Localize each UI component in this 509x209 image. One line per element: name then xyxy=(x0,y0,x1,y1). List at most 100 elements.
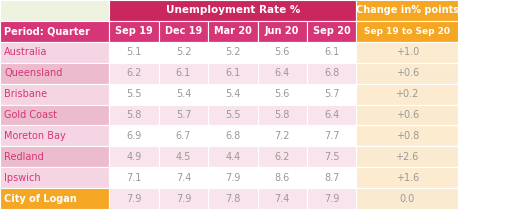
Text: +0.6: +0.6 xyxy=(395,110,419,120)
Text: Ipswich: Ipswich xyxy=(4,173,41,183)
FancyBboxPatch shape xyxy=(307,63,356,84)
Text: 6.1: 6.1 xyxy=(176,68,191,78)
Text: +0.2: +0.2 xyxy=(395,89,419,99)
Text: 6.8: 6.8 xyxy=(324,68,339,78)
FancyBboxPatch shape xyxy=(307,21,356,42)
Text: 5.5: 5.5 xyxy=(126,89,142,99)
FancyBboxPatch shape xyxy=(0,167,109,188)
Text: 6.4: 6.4 xyxy=(324,110,339,120)
Text: 5.1: 5.1 xyxy=(126,47,142,57)
Text: Queensland: Queensland xyxy=(4,68,63,78)
Text: 5.7: 5.7 xyxy=(176,110,191,120)
Text: 6.4: 6.4 xyxy=(275,68,290,78)
Text: +1.0: +1.0 xyxy=(395,47,419,57)
FancyBboxPatch shape xyxy=(258,21,307,42)
FancyBboxPatch shape xyxy=(208,63,258,84)
FancyBboxPatch shape xyxy=(109,0,356,21)
FancyBboxPatch shape xyxy=(159,21,208,42)
Text: 7.4: 7.4 xyxy=(274,194,290,204)
FancyBboxPatch shape xyxy=(109,63,159,84)
Text: Brisbane: Brisbane xyxy=(4,89,47,99)
FancyBboxPatch shape xyxy=(307,42,356,63)
FancyBboxPatch shape xyxy=(0,84,109,104)
Text: Sep 20: Sep 20 xyxy=(313,26,351,36)
Text: 4.9: 4.9 xyxy=(127,152,142,162)
Text: 6.2: 6.2 xyxy=(126,68,142,78)
FancyBboxPatch shape xyxy=(307,188,356,209)
Text: 0.0: 0.0 xyxy=(400,194,415,204)
FancyBboxPatch shape xyxy=(109,21,159,42)
FancyBboxPatch shape xyxy=(109,42,159,63)
FancyBboxPatch shape xyxy=(0,42,109,63)
Text: 6.1: 6.1 xyxy=(225,68,240,78)
Text: 5.2: 5.2 xyxy=(225,47,241,57)
Text: Dec 19: Dec 19 xyxy=(165,26,202,36)
FancyBboxPatch shape xyxy=(0,63,109,84)
FancyBboxPatch shape xyxy=(307,84,356,104)
Text: 6.2: 6.2 xyxy=(274,152,290,162)
FancyBboxPatch shape xyxy=(356,84,458,104)
FancyBboxPatch shape xyxy=(159,167,208,188)
FancyBboxPatch shape xyxy=(356,42,458,63)
FancyBboxPatch shape xyxy=(159,84,208,104)
FancyBboxPatch shape xyxy=(258,63,307,84)
FancyBboxPatch shape xyxy=(258,42,307,63)
FancyBboxPatch shape xyxy=(258,167,307,188)
Text: Moreton Bay: Moreton Bay xyxy=(4,131,66,141)
Text: 6.9: 6.9 xyxy=(127,131,142,141)
Text: 7.9: 7.9 xyxy=(324,194,340,204)
Text: +2.6: +2.6 xyxy=(395,152,419,162)
Text: 7.4: 7.4 xyxy=(176,173,191,183)
FancyBboxPatch shape xyxy=(208,42,258,63)
FancyBboxPatch shape xyxy=(159,63,208,84)
Text: Sep 19 to Sep 20: Sep 19 to Sep 20 xyxy=(364,27,450,36)
Text: 5.5: 5.5 xyxy=(225,110,241,120)
FancyBboxPatch shape xyxy=(208,84,258,104)
Text: 5.6: 5.6 xyxy=(274,89,290,99)
FancyBboxPatch shape xyxy=(109,146,159,167)
FancyBboxPatch shape xyxy=(258,84,307,104)
Text: 7.9: 7.9 xyxy=(176,194,191,204)
Text: +0.8: +0.8 xyxy=(395,131,419,141)
FancyBboxPatch shape xyxy=(109,188,159,209)
Text: 8.6: 8.6 xyxy=(275,173,290,183)
Text: City of Logan: City of Logan xyxy=(4,194,77,204)
FancyBboxPatch shape xyxy=(109,125,159,146)
FancyBboxPatch shape xyxy=(356,146,458,167)
FancyBboxPatch shape xyxy=(356,63,458,84)
FancyBboxPatch shape xyxy=(159,104,208,125)
FancyBboxPatch shape xyxy=(356,188,458,209)
Text: 5.4: 5.4 xyxy=(225,89,241,99)
FancyBboxPatch shape xyxy=(159,146,208,167)
Text: Gold Coast: Gold Coast xyxy=(4,110,57,120)
Text: 4.4: 4.4 xyxy=(225,152,240,162)
Text: +1.6: +1.6 xyxy=(395,173,419,183)
Text: 5.7: 5.7 xyxy=(324,89,340,99)
Text: 6.8: 6.8 xyxy=(225,131,240,141)
Text: 7.7: 7.7 xyxy=(324,131,340,141)
Text: 5.6: 5.6 xyxy=(274,47,290,57)
Text: Period: Quarter: Period: Quarter xyxy=(4,26,90,36)
Text: 8.7: 8.7 xyxy=(324,173,340,183)
FancyBboxPatch shape xyxy=(356,104,458,125)
Text: 5.8: 5.8 xyxy=(126,110,142,120)
Text: 5.8: 5.8 xyxy=(274,110,290,120)
FancyBboxPatch shape xyxy=(258,188,307,209)
Text: Sep 19: Sep 19 xyxy=(115,26,153,36)
Text: Australia: Australia xyxy=(4,47,47,57)
Text: 5.2: 5.2 xyxy=(176,47,191,57)
Text: 7.9: 7.9 xyxy=(126,194,142,204)
FancyBboxPatch shape xyxy=(0,104,109,125)
Text: 6.1: 6.1 xyxy=(324,47,339,57)
FancyBboxPatch shape xyxy=(0,188,109,209)
FancyBboxPatch shape xyxy=(159,42,208,63)
FancyBboxPatch shape xyxy=(208,104,258,125)
Text: 4.5: 4.5 xyxy=(176,152,191,162)
FancyBboxPatch shape xyxy=(356,167,458,188)
FancyBboxPatch shape xyxy=(109,104,159,125)
FancyBboxPatch shape xyxy=(208,21,258,42)
FancyBboxPatch shape xyxy=(307,167,356,188)
Text: 7.5: 7.5 xyxy=(324,152,340,162)
FancyBboxPatch shape xyxy=(258,146,307,167)
FancyBboxPatch shape xyxy=(208,188,258,209)
